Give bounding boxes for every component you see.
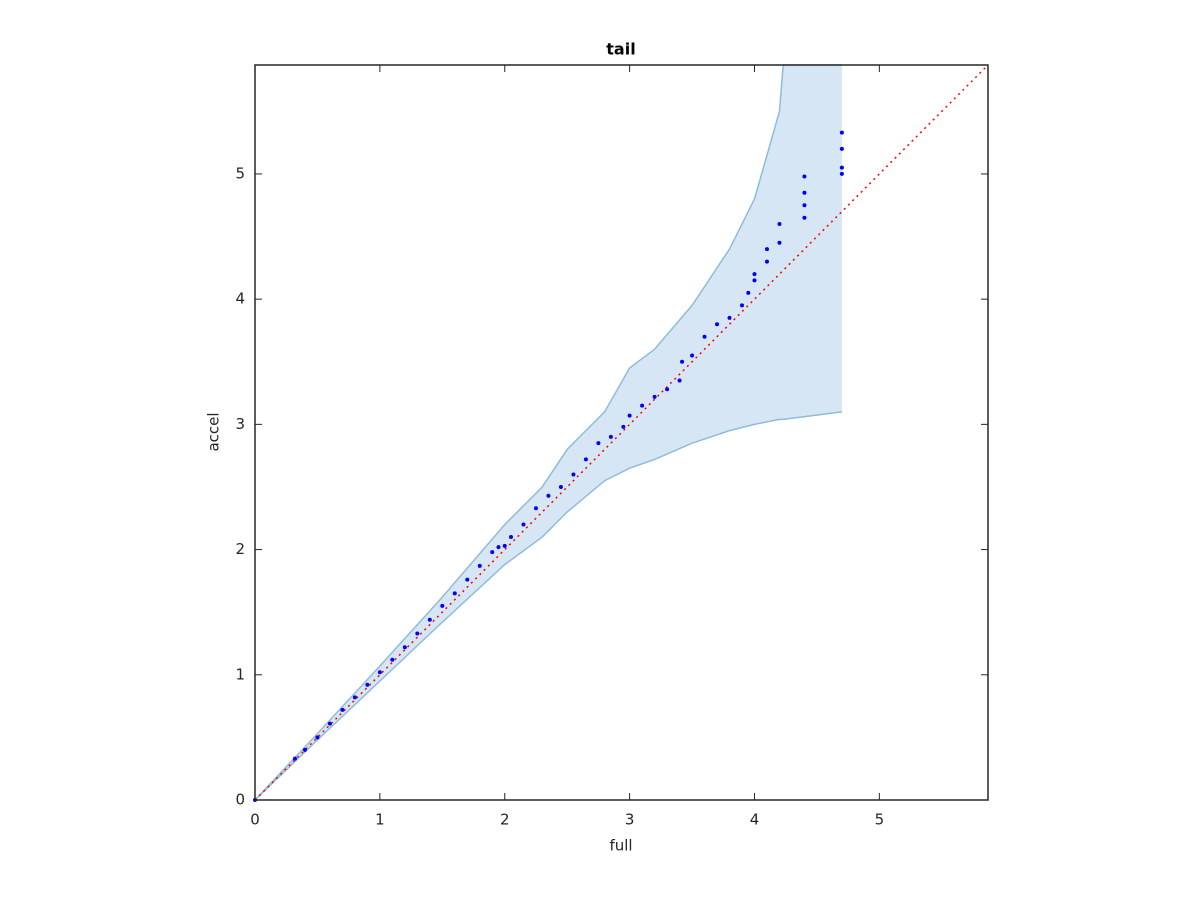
data-point: [292, 756, 297, 761]
data-point: [521, 522, 526, 527]
confidence-band: [255, 65, 842, 800]
band-upper-edge: [254, 64, 842, 801]
data-point: [621, 424, 626, 429]
data-point: [340, 707, 345, 712]
data-point: [365, 682, 370, 687]
data-point: [390, 657, 395, 662]
axes-box: [254, 64, 989, 801]
x-tick-label: 5: [875, 811, 885, 829]
data-point: [352, 695, 357, 700]
x-axis-label: full: [609, 837, 632, 855]
data-point: [302, 747, 307, 752]
data-point: [652, 394, 657, 399]
data-point: [596, 441, 601, 446]
data-point: [680, 359, 685, 364]
data-point: [839, 146, 844, 151]
y-tick-label: 2: [235, 540, 245, 558]
x-tick-label: 3: [625, 811, 635, 829]
data-point: [452, 591, 457, 596]
data-point: [315, 735, 320, 740]
band-lower-edge: [254, 411, 842, 801]
x-tick-label: 2: [500, 811, 510, 829]
data-point: [764, 247, 769, 252]
data-point: [377, 670, 382, 675]
data-point: [496, 545, 501, 550]
data-point: [477, 563, 482, 568]
data-point: [665, 387, 670, 392]
data-point: [752, 272, 757, 277]
data-point: [839, 171, 844, 176]
data-point: [746, 290, 751, 295]
data-point: [327, 721, 332, 726]
data-point: [415, 631, 420, 636]
y-tick-label: 4: [235, 290, 245, 308]
data-point: [608, 434, 613, 439]
data-point: [583, 457, 588, 462]
data-point: [490, 550, 495, 555]
data-point: [715, 322, 720, 327]
data-point: [740, 303, 745, 308]
data-point: [727, 315, 732, 320]
data-point: [502, 543, 507, 548]
data-point: [533, 506, 538, 511]
data-point: [690, 353, 695, 358]
y-tick-label: 1: [235, 665, 245, 683]
data-point: [508, 535, 513, 540]
reference-line: [254, 64, 989, 801]
data-point: [802, 174, 807, 179]
data-point: [802, 203, 807, 208]
x-tick-label: 4: [750, 811, 760, 829]
data-point: [465, 577, 470, 582]
data-point: [440, 603, 445, 608]
x-tick-label: 1: [375, 811, 385, 829]
y-tick-label: 5: [235, 164, 245, 182]
data-point: [839, 130, 844, 135]
data-point: [777, 222, 782, 227]
data-point: [764, 259, 769, 264]
data-point: [571, 472, 576, 477]
data-point: [777, 240, 782, 245]
y-axis-label: accel: [205, 412, 223, 451]
y-tick-label: 3: [235, 415, 245, 433]
data-point: [802, 190, 807, 195]
chart-title: tail: [606, 40, 635, 59]
x-tick-label: 0: [250, 811, 260, 829]
data-point: [702, 334, 707, 339]
data-point: [802, 215, 807, 220]
data-point: [427, 617, 432, 622]
data-point: [558, 484, 563, 489]
data-point: [627, 413, 632, 418]
data-point: [546, 493, 551, 498]
data-point: [677, 378, 682, 383]
y-tick-label: 0: [235, 791, 245, 809]
data-point: [839, 165, 844, 170]
data-point: [402, 645, 407, 650]
data-point: [640, 403, 645, 408]
data-point: [752, 278, 757, 283]
